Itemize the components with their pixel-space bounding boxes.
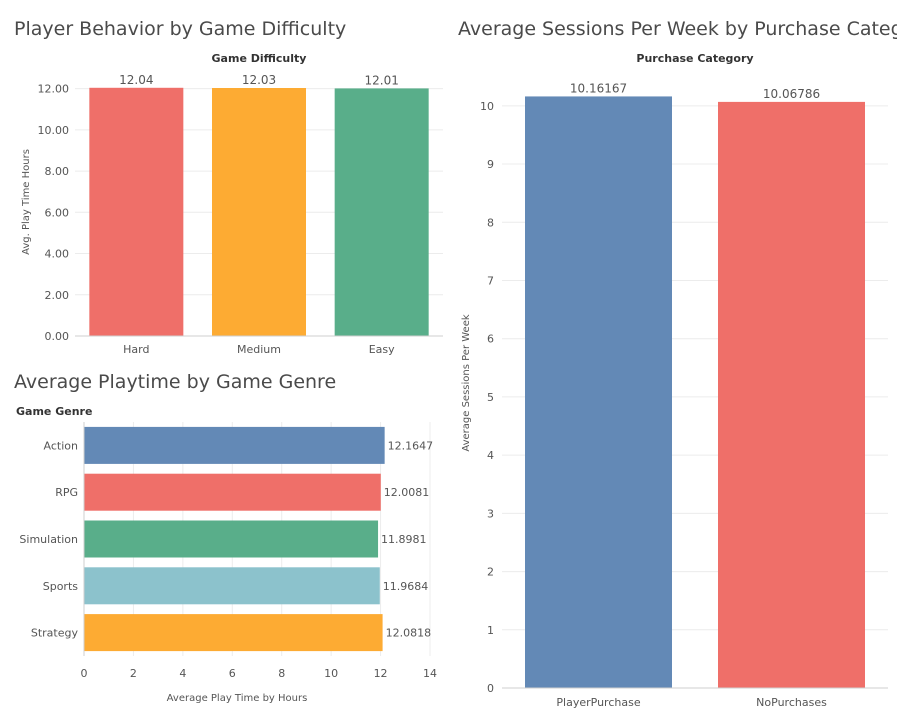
chart1-value-label-0: 12.04	[119, 73, 153, 87]
genre-chart: Game Genre 0 2 4 6 8 10 12 14 Average Play Time b…	[16, 405, 437, 704]
chart2-header: Game Genre	[16, 405, 92, 418]
chart3-ytick-4: 4	[487, 449, 494, 462]
chart3-bar-0	[525, 96, 672, 689]
chart1-ytick-2: 4.00	[45, 248, 70, 261]
chart3-ytick-2: 2	[487, 566, 494, 579]
chart3-ytick-6: 6	[487, 333, 494, 346]
chart2-ytick-4: Strategy	[31, 627, 79, 640]
chart1-title: Player Behavior by Game Difficulty	[14, 18, 347, 40]
chart3-ytick-7: 7	[487, 274, 494, 287]
chart3-ytick-0: 0	[487, 682, 494, 695]
chart2-bar-0	[84, 426, 385, 464]
chart2-bar-1	[84, 473, 381, 511]
chart2-xtick-7: 14	[423, 667, 437, 680]
chart3-bar-1	[718, 101, 865, 689]
chart3-ylabel: Average Sessions Per Week	[461, 314, 472, 452]
chart1-bar-0	[89, 87, 184, 336]
chart1-xtick-0: Hard	[123, 343, 149, 356]
chart1-xtick-1: Medium	[237, 343, 281, 356]
chart2-xtick-0: 0	[81, 667, 88, 680]
chart2-xtick-3: 6	[229, 667, 236, 680]
chart1-xtick-2: Easy	[369, 343, 395, 356]
chart2-value-label-4: 12.0818	[386, 627, 432, 640]
chart1-value-label-2: 12.01	[364, 73, 398, 87]
chart3-ytick-3: 3	[487, 507, 494, 520]
chart1-ytick-3: 6.00	[45, 206, 70, 219]
chart3-ytick-5: 5	[487, 391, 494, 404]
chart2-title: Average Playtime by Game Genre	[14, 371, 337, 393]
chart1-ytick-0: 0.00	[45, 330, 70, 343]
chart1-value-label-1: 12.03	[242, 73, 276, 87]
chart2-bar-2	[84, 520, 379, 558]
chart3-ytick-1: 1	[487, 624, 494, 637]
chart3-title: Average Sessions Per Week by Purchase Ca…	[458, 18, 897, 40]
difficulty-chart: Game Difficulty 0.00 2.00 4.00 6.00 8.00 10.00…	[21, 52, 443, 356]
chart2-xtick-4: 8	[278, 667, 285, 680]
purchase-chart: Purchase Category 0 1 2 3 4 5 6 7 8 9 10 Average Ses…	[461, 52, 888, 709]
chart1-ytick-6: 12.00	[38, 83, 70, 96]
chart3-value-label-0: 10.16167	[570, 81, 627, 95]
chart2-value-label-0: 12.1647	[388, 439, 434, 452]
chart1-ytick-1: 2.00	[45, 289, 70, 302]
chart1-ytick-5: 10.00	[38, 124, 70, 137]
chart2-bar-4	[84, 614, 383, 652]
chart1-ylabel: Avg. Play Time Hours	[21, 149, 32, 255]
chart2-ytick-0: Action	[44, 439, 78, 452]
chart2-ytick-1: RPG	[55, 486, 78, 499]
chart3-ytick-9: 9	[487, 158, 494, 171]
chart3-xtick-0: PlayerPurchase	[556, 696, 640, 709]
chart2-ytick-2: Simulation	[19, 533, 78, 546]
chart3-xtick-1: NoPurchases	[756, 696, 827, 709]
chart2-ytick-3: Sports	[43, 580, 79, 593]
chart2-xtick-2: 4	[179, 667, 186, 680]
chart3-ytick-8: 8	[487, 216, 494, 229]
chart2-value-label-1: 12.0081	[384, 486, 430, 499]
chart2-value-label-3: 11.9684	[383, 580, 429, 593]
chart1-bar-1	[212, 87, 306, 336]
chart3-header: Purchase Category	[636, 52, 753, 65]
chart2-bar-3	[84, 567, 380, 605]
chart2-xlabel: Average Play Time by Hours	[167, 693, 308, 704]
chart2-xtick-6: 12	[374, 667, 388, 680]
chart1-bar-2	[334, 88, 429, 336]
chart3-ytick-10: 10	[480, 100, 494, 113]
chart2-xtick-1: 2	[130, 667, 137, 680]
chart2-xtick-5: 10	[324, 667, 338, 680]
chart3-value-label-1: 10.06786	[763, 87, 820, 101]
chart2-value-label-2: 11.8981	[381, 533, 427, 546]
chart1-header: Game Difficulty	[212, 52, 307, 65]
chart1-ytick-4: 8.00	[45, 165, 70, 178]
